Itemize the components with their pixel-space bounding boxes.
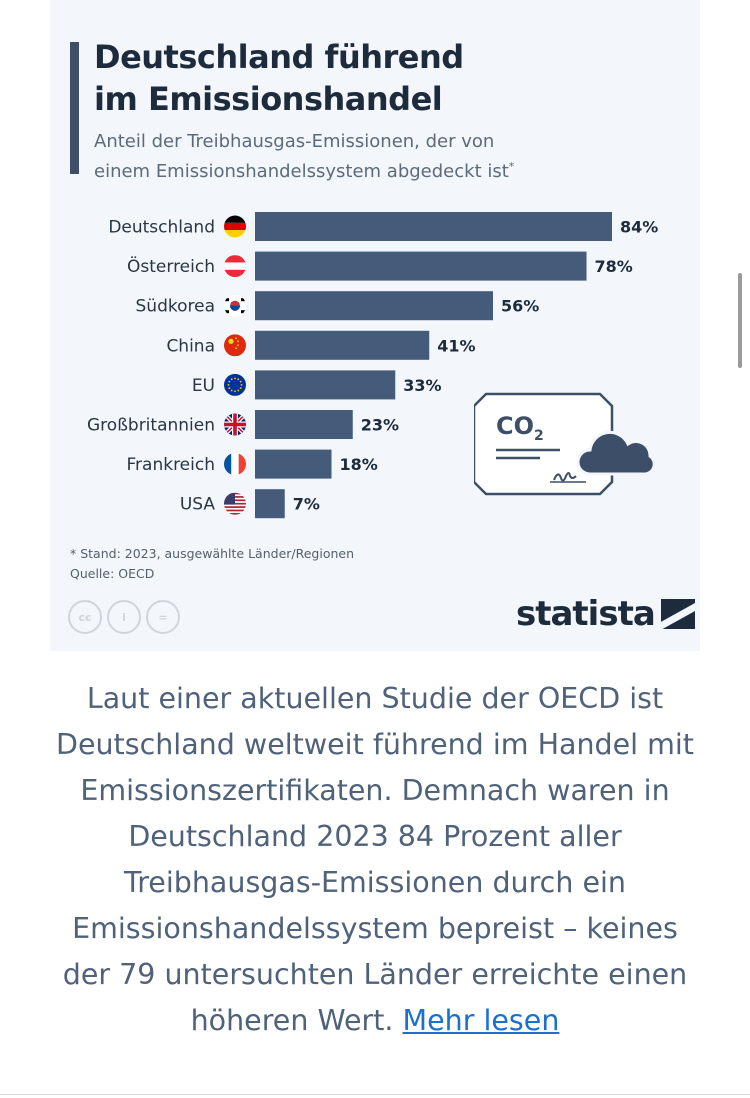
subtitle-footnote-mark: * xyxy=(508,160,515,173)
category-label: Frankreich xyxy=(127,455,216,475)
bar xyxy=(255,410,353,439)
footnote-note: * Stand: 2023, ausgewählte Länder/Region… xyxy=(70,546,355,561)
statista-logo: statista xyxy=(516,594,695,634)
value-label: 23% xyxy=(361,416,399,435)
certificate-outline xyxy=(474,392,614,496)
value-label: 18% xyxy=(340,455,378,474)
title-accent-bar xyxy=(70,42,79,174)
co2-certificate-illustration: CO2 xyxy=(474,392,656,496)
chart-subtitle: Anteil der Treibhausgas-Emissionen, der … xyxy=(94,129,654,184)
category-label: USA xyxy=(180,495,216,515)
fr-flag-icon xyxy=(224,453,246,476)
signature-icon xyxy=(553,472,577,482)
infographic-card xyxy=(50,0,700,651)
footnote: * Stand: 2023, ausgewählte Länder/Region… xyxy=(70,544,354,584)
value-label: 41% xyxy=(437,336,475,355)
bar xyxy=(255,330,430,360)
category-label: China xyxy=(166,336,215,356)
title-line-2: im Emissionshandel xyxy=(94,80,443,118)
chart-row: China 41% xyxy=(166,330,476,360)
bar xyxy=(255,251,587,281)
title-line-1: Deutschland führend xyxy=(94,38,464,76)
value-label: 33% xyxy=(403,376,441,395)
us-flag-icon xyxy=(224,492,246,515)
read-more-link[interactable]: Mehr lesen xyxy=(402,1004,560,1037)
scrollbar[interactable] xyxy=(738,273,742,368)
bar xyxy=(255,489,285,519)
chart-row: EU 33% xyxy=(192,370,442,400)
value-label: 7% xyxy=(293,495,320,514)
bar xyxy=(255,449,332,479)
subtitle-line-1: Anteil der Treibhausgas-Emissionen, der … xyxy=(94,131,495,152)
chart-title: Deutschland führend im Emissionshandel xyxy=(94,36,654,120)
bar xyxy=(255,370,396,400)
value-label: 78% xyxy=(595,257,633,276)
category-label: Südkorea xyxy=(136,297,216,317)
chart-row: USA 7% xyxy=(180,489,320,519)
subtitle-line-2: einem Emissionshandelssystem abgedeckt i… xyxy=(94,161,509,182)
bar xyxy=(255,212,612,241)
co2-label: CO2 xyxy=(496,412,544,444)
footnote-source: Quelle: OECD xyxy=(70,566,155,581)
at-flag-icon xyxy=(224,255,246,278)
gb-flag-icon xyxy=(224,413,246,436)
de-flag-icon xyxy=(224,215,246,238)
person-icon[interactable]: i xyxy=(107,600,141,634)
value-label: 56% xyxy=(501,297,539,316)
chart-row: Österreich 78% xyxy=(127,251,633,281)
cn-flag-icon xyxy=(224,334,246,357)
chart-row: Frankreich 18% xyxy=(127,449,378,479)
cc-icon[interactable]: cc xyxy=(68,600,102,634)
category-label: Deutschland xyxy=(108,218,215,238)
description-text: Laut einer aktuellen Studie der OECD ist… xyxy=(56,682,694,1037)
category-label: Österreich xyxy=(127,255,215,277)
category-label: Großbritannien xyxy=(87,416,215,436)
chart-row: Deutschland 84% xyxy=(108,212,658,241)
license-icons: cc i = xyxy=(68,600,180,634)
category-label: EU xyxy=(192,376,215,396)
article-description: Laut einer aktuellen Studie der OECD ist… xyxy=(50,676,700,1044)
value-label: 84% xyxy=(620,218,658,237)
equals-icon[interactable]: = xyxy=(146,600,180,634)
chart-row: Südkorea 56% xyxy=(136,291,539,321)
co2-subscript: 2 xyxy=(534,428,544,444)
bar xyxy=(255,291,493,321)
kr-flag-icon xyxy=(224,294,246,317)
statista-wordmark: statista xyxy=(516,594,656,634)
statista-mark-icon xyxy=(660,599,695,629)
eu-flag-icon xyxy=(224,373,246,396)
bottom-divider xyxy=(0,1094,750,1095)
chart-row: Großbritannien 23% xyxy=(87,410,399,439)
bar-chart: Deutschland 84% Österreich 78% Südkorea 56% Ch… xyxy=(87,212,658,519)
cloud-icon xyxy=(576,430,656,476)
